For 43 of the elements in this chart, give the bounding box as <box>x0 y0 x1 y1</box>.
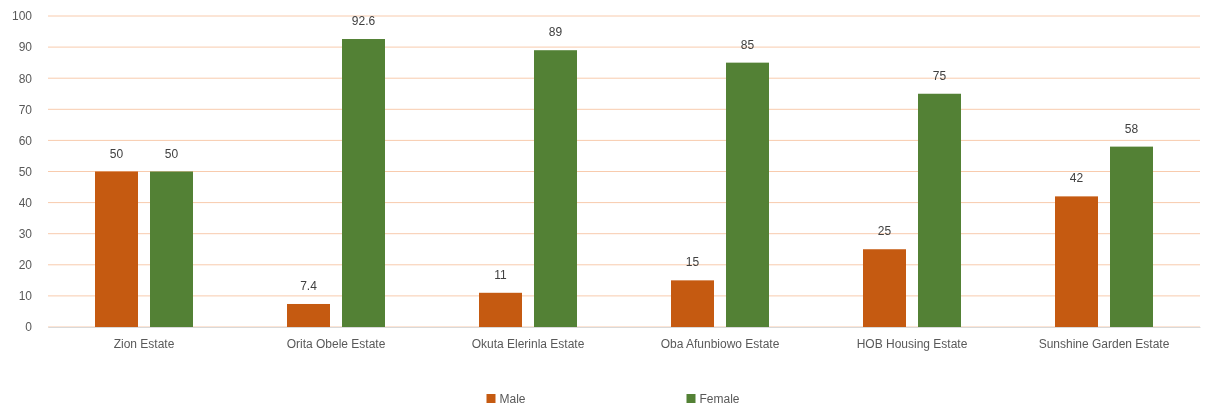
data-label: 50 <box>109 146 124 161</box>
y-tick-label: 60 <box>18 133 33 148</box>
data-label: 92.6 <box>351 14 376 29</box>
data-label: 15 <box>685 255 700 270</box>
bar <box>918 93 961 327</box>
y-tick-label: 0 <box>25 320 33 335</box>
bar <box>726 62 769 327</box>
data-label: 85 <box>740 37 755 52</box>
data-label: 50 <box>164 146 179 161</box>
y-tick-label: 70 <box>18 102 33 117</box>
x-tick-label: HOB Housing Estate <box>856 336 968 351</box>
x-tick-label: Okuta Elerinla Estate <box>471 336 585 351</box>
y-tick-label: 90 <box>18 40 33 55</box>
y-tick-label: 40 <box>18 195 33 210</box>
x-tick-label: Orita Obele Estate <box>286 336 386 351</box>
y-tick-label: 100 <box>11 9 33 24</box>
y-tick-label: 30 <box>18 227 33 242</box>
x-tick-label: Zion Estate <box>113 336 175 351</box>
bar <box>287 303 330 327</box>
x-tick-label: Oba Afunbiowo Estate <box>660 336 780 351</box>
data-label: 7.4 <box>300 278 318 293</box>
data-label: 42 <box>1069 171 1084 186</box>
data-label: 75 <box>932 68 947 83</box>
bar <box>342 39 385 327</box>
bar <box>534 50 577 327</box>
y-tick-label: 10 <box>18 289 33 304</box>
bar <box>1055 196 1098 327</box>
bar <box>863 249 906 327</box>
x-tick-label: Sunshine Garden Estate <box>1038 336 1170 351</box>
data-label: 11 <box>494 267 508 282</box>
y-tick-label: 80 <box>18 71 33 86</box>
bar <box>671 280 714 327</box>
data-label: 89 <box>548 25 563 40</box>
data-label: 58 <box>1124 121 1139 136</box>
bar <box>95 171 138 327</box>
y-tick-label: 50 <box>18 164 33 179</box>
bar <box>150 171 193 327</box>
legend-label: Male <box>499 392 526 406</box>
bar <box>479 292 522 327</box>
bar <box>1110 146 1153 327</box>
data-label: 25 <box>877 224 892 239</box>
legend-label: Female <box>699 392 740 406</box>
y-tick-label: 20 <box>18 258 33 273</box>
